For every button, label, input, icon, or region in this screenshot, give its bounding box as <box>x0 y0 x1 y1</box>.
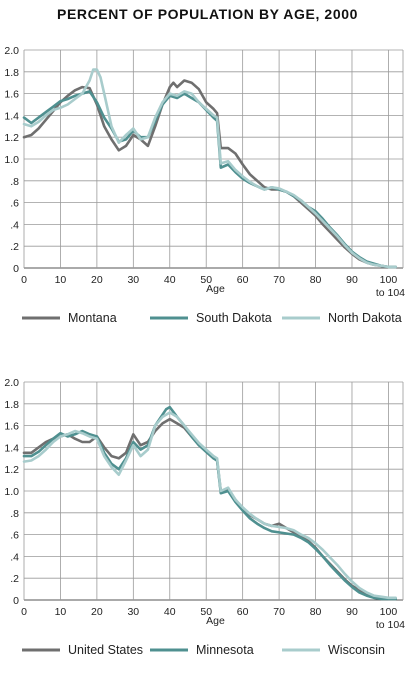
legend-label-2: South Dakota <box>196 311 272 325</box>
y-tick-label: 1.2 <box>4 464 19 476</box>
y-tick-label: 2.0 <box>4 45 19 57</box>
y-tick-label: 1.8 <box>4 67 19 79</box>
legend-label-1: United States <box>68 643 143 657</box>
y-tick-label: 0 <box>13 263 19 275</box>
legend-label-3: Wisconsin <box>328 643 385 657</box>
x-tick-label: 20 <box>91 274 103 286</box>
series-line-1 <box>22 79 398 269</box>
series-line-2 <box>22 405 398 601</box>
y-tick-label: 1.6 <box>4 421 19 433</box>
x-end-label: to 104 <box>376 287 405 299</box>
x-tick-label: 60 <box>237 606 249 618</box>
y-tick-label: 1.0 <box>4 486 19 498</box>
x-tick-label: 40 <box>164 606 176 618</box>
x-tick-label: 70 <box>273 606 285 618</box>
x-tick-label: 50 <box>200 606 212 618</box>
x-tick-label: 80 <box>310 274 322 286</box>
x-tick-label: 100 <box>380 606 398 618</box>
y-tick-label: .4 <box>10 551 19 563</box>
legend-label-1: Montana <box>68 311 117 325</box>
x-end-label: to 104 <box>376 619 405 631</box>
x-tick-label: 30 <box>127 606 139 618</box>
y-tick-label: .4 <box>10 219 19 231</box>
x-tick-label: 70 <box>273 274 285 286</box>
legend-label-3: North Dakota <box>328 311 402 325</box>
x-tick-label: 10 <box>55 606 67 618</box>
x-tick-label: 90 <box>346 606 358 618</box>
x-tick-label: 20 <box>91 606 103 618</box>
y-tick-label: 0 <box>13 595 19 607</box>
x-axis-label: Age <box>206 615 225 627</box>
series-line-3 <box>22 411 398 600</box>
y-tick-label: 1.2 <box>4 132 19 144</box>
line-chart-1: 0 .2 .4 .6 .8 1.0 1.2 1.4 1.6 1.8 2.0 0 10 20 30 40 50 60… <box>4 45 405 325</box>
x-tick-label: 90 <box>346 274 358 286</box>
y-tick-label: 1.8 <box>4 399 19 411</box>
x-tick-label: 10 <box>55 274 67 286</box>
y-tick-label: .2 <box>10 241 19 253</box>
x-tick-label: 40 <box>164 274 176 286</box>
x-tick-label: 50 <box>200 274 212 286</box>
x-tick-label: 0 <box>21 274 27 286</box>
y-tick-label: 1.4 <box>4 442 19 454</box>
y-tick-label: .6 <box>10 530 19 542</box>
x-tick-label: 80 <box>310 606 322 618</box>
y-tick-label: 1.0 <box>4 154 19 166</box>
x-tick-label: 30 <box>127 274 139 286</box>
series-line-3 <box>22 68 398 269</box>
x-tick-label: 100 <box>380 274 398 286</box>
y-tick-label: .2 <box>10 573 19 585</box>
series-line-1 <box>22 417 398 601</box>
y-tick-label: 1.6 <box>4 89 19 101</box>
line-chart-2: 0 .2 .4 .6 .8 1.0 1.2 1.4 1.6 1.8 2.0 0 10 20 30 40 50 60… <box>4 377 405 657</box>
y-tick-label: .8 <box>10 176 19 188</box>
legend-label-2: Minnesota <box>196 643 254 657</box>
x-tick-label: 60 <box>237 274 249 286</box>
page-title: PERCENT OF POPULATION BY AGE, 2000 <box>57 6 358 22</box>
y-tick-label: 1.4 <box>4 110 19 122</box>
y-tick-label: 2.0 <box>4 377 19 389</box>
x-tick-label: 0 <box>21 606 27 618</box>
x-axis-label: Age <box>206 283 225 295</box>
y-tick-label: .6 <box>10 198 19 210</box>
y-tick-label: .8 <box>10 508 19 520</box>
